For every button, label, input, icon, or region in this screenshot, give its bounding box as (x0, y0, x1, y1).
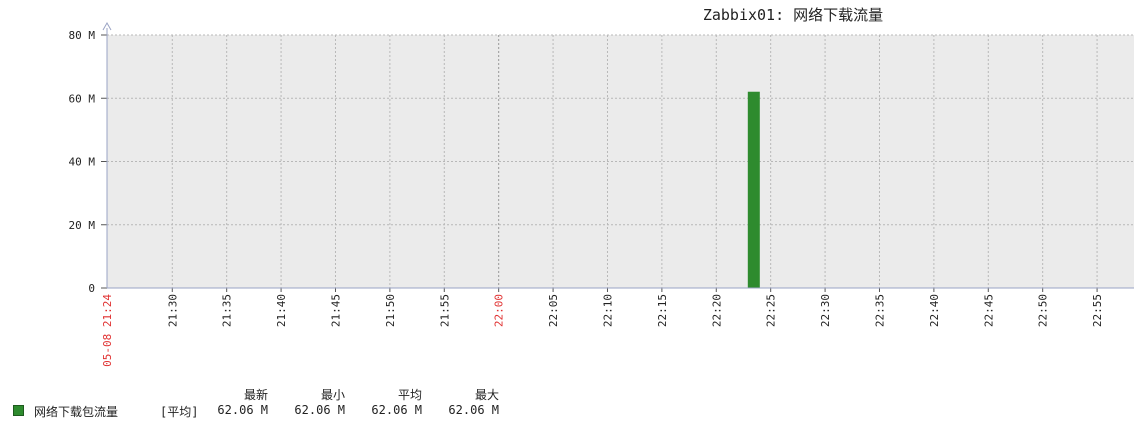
x-tick-label: 21:45 (329, 294, 342, 327)
x-tick-label: 22:40 (928, 294, 941, 327)
x-tick-label: 21:40 (275, 294, 288, 327)
x-tick-label: 22:00 (493, 294, 506, 327)
x-tick-label: 21:50 (384, 294, 397, 327)
x-tick-label: 22:35 (873, 294, 886, 327)
x-tick-label: 22:45 (982, 294, 995, 327)
y-tick-label: 40 M (69, 156, 96, 169)
x-tick-label: 22:30 (819, 294, 832, 327)
chart-title: Zabbix01: 网络下载流量 (703, 6, 883, 24)
x-tick-label-start: 05-08 21:24 (101, 294, 114, 367)
x-tick-label: 22:10 (601, 294, 614, 327)
x-tick-label: 22:50 (1037, 294, 1050, 327)
y-axis-arrow (102, 21, 112, 31)
y-tick-label: 80 M (69, 29, 96, 42)
x-tick-label: 22:55 (1091, 294, 1104, 327)
x-tick-label: 21:30 (166, 294, 179, 327)
y-tick-label: 0 (88, 282, 95, 295)
x-tick-label: 21:55 (438, 294, 451, 327)
y-tick-label: 20 M (69, 219, 96, 232)
x-tick-label: 22:15 (656, 294, 669, 327)
data-bars (747, 91, 760, 288)
axes: 80 M 60 M 40 M 20 M 0 05-08 21:24 21:30 21:35 21… (69, 21, 1134, 367)
x-tick-label: 22:05 (547, 294, 560, 327)
x-tick-label: 22:20 (710, 294, 723, 327)
y-tick-label: 60 M (69, 92, 96, 105)
data-bar (747, 91, 760, 288)
x-tick-label: 22:25 (765, 294, 778, 327)
x-tick-label: 21:35 (221, 294, 234, 327)
grid (107, 34, 1134, 288)
